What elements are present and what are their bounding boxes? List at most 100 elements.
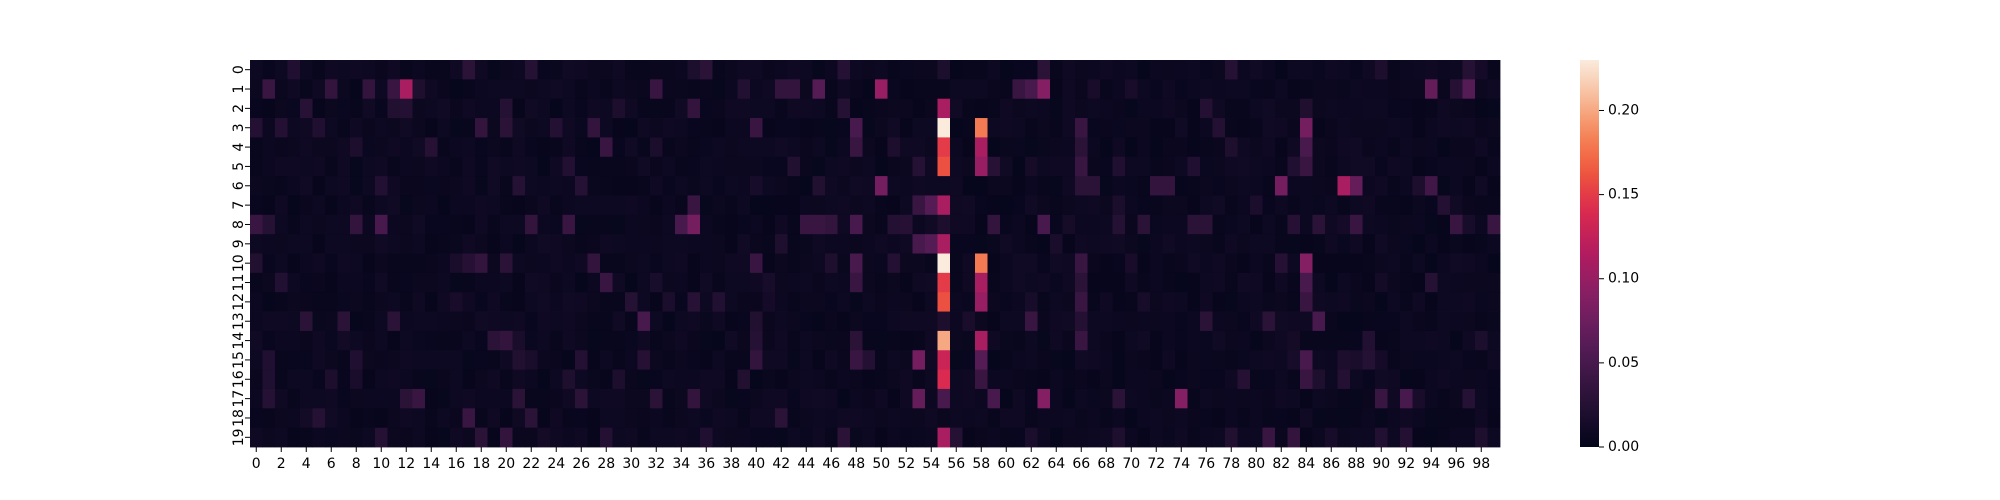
y-tick-label: 14: [231, 332, 247, 350]
heatmap-cell: [937, 369, 951, 390]
heatmap-cell: [1250, 427, 1263, 448]
heatmap-cell: [337, 369, 351, 390]
heatmap-cell: [825, 350, 838, 370]
heatmap-cell: [612, 311, 626, 332]
heatmap-cell: [825, 137, 838, 158]
heatmap-cell: [1287, 79, 1301, 100]
heatmap-cell: [1437, 60, 1451, 80]
heatmap-cell: [737, 253, 751, 274]
heatmap-cell: [1225, 118, 1238, 138]
heatmap-cell: [1300, 195, 1313, 216]
heatmap-cell: [1450, 156, 1463, 177]
heatmap-cell: [1437, 408, 1451, 429]
heatmap-cell: [1237, 427, 1251, 448]
x-tick-label: 78: [1222, 456, 1240, 472]
heatmap-cell: [287, 195, 301, 216]
heatmap-cell: [800, 79, 813, 100]
heatmap-cell: [1362, 79, 1376, 100]
heatmap-cell: [1475, 330, 1488, 351]
heatmap-cell: [1287, 118, 1301, 138]
heatmap-cell: [562, 79, 576, 100]
heatmap-cell: [1000, 214, 1013, 235]
heatmap-cell: [375, 98, 388, 119]
heatmap-cell: [1125, 369, 1138, 390]
heatmap-cell: [337, 137, 351, 158]
heatmap-cell: [400, 253, 413, 274]
heatmap-cell: [437, 408, 451, 429]
heatmap-cell: [1487, 388, 1501, 409]
heatmap-cell: [737, 272, 751, 293]
heatmap-cell: [775, 60, 788, 80]
heatmap-cell: [712, 214, 726, 235]
heatmap-cell: [975, 118, 988, 138]
heatmap-cell: [1150, 156, 1163, 177]
heatmap-cell: [1287, 369, 1301, 390]
heatmap-cell: [862, 176, 876, 196]
heatmap-cell: [637, 388, 651, 409]
heatmap-cell: [1175, 176, 1188, 196]
heatmap-cell: [1275, 427, 1288, 448]
heatmap-cell: [1300, 272, 1313, 293]
heatmap-cell: [887, 350, 901, 370]
heatmap-cell: [1287, 350, 1301, 370]
x-tick-label: 58: [972, 456, 990, 472]
heatmap-cell: [975, 330, 988, 351]
heatmap-cell: [800, 408, 813, 429]
heatmap-cell: [1387, 292, 1401, 312]
heatmap-cell: [712, 311, 726, 332]
heatmap-cell: [250, 118, 263, 138]
heatmap-cell: [1450, 234, 1463, 254]
heatmap-cell: [250, 137, 263, 158]
heatmap-cell: [887, 311, 901, 332]
heatmap-cell: [825, 176, 838, 196]
heatmap-cell: [1225, 234, 1238, 254]
heatmap-cell: [1450, 311, 1463, 332]
heatmap-cell: [1350, 272, 1363, 293]
heatmap-cell: [1312, 427, 1326, 448]
heatmap-cell: [775, 234, 788, 254]
heatmap-cell: [287, 118, 301, 138]
heatmap-cell: [987, 350, 1001, 370]
heatmap-cell: [1400, 253, 1413, 274]
heatmap-cell: [787, 253, 801, 274]
heatmap-cell: [487, 253, 501, 274]
heatmap-cell: [1137, 137, 1151, 158]
heatmap-cell: [1012, 176, 1026, 196]
heatmap-cell: [687, 234, 701, 254]
x-tick-label: 84: [1297, 456, 1315, 472]
heatmap-cell: [425, 118, 438, 138]
heatmap-cell: [700, 234, 713, 254]
heatmap-cell: [1312, 137, 1326, 158]
heatmap-cell: [925, 234, 938, 254]
heatmap-cell: [1362, 330, 1376, 351]
heatmap-cell: [825, 369, 838, 390]
heatmap-cell: [1412, 311, 1426, 332]
heatmap-cell: [725, 137, 738, 158]
heatmap-cell: [262, 292, 276, 312]
heatmap-cell: [1212, 388, 1226, 409]
heatmap-cell: [462, 408, 476, 429]
heatmap-cell: [875, 272, 888, 293]
heatmap-cell: [1037, 311, 1051, 332]
heatmap-cell: [375, 427, 388, 448]
heatmap-cell: [1425, 369, 1438, 390]
heatmap-cell: [762, 234, 776, 254]
heatmap-cell: [1287, 253, 1301, 274]
heatmap-cell: [1412, 292, 1426, 312]
heatmap-cell: [1025, 176, 1038, 196]
heatmap-cell: [1362, 214, 1376, 235]
heatmap-cell: [475, 118, 488, 138]
heatmap-cell: [575, 214, 588, 235]
heatmap-cell: [1125, 98, 1138, 119]
heatmap-cell: [1337, 98, 1351, 119]
heatmap-cell: [1475, 195, 1488, 216]
heatmap-cell: [387, 156, 401, 177]
heatmap-cell: [487, 350, 501, 370]
heatmap-cell: [550, 330, 563, 351]
heatmap-cell: [812, 311, 826, 332]
heatmap-cell: [1450, 118, 1463, 138]
heatmap-cell: [1350, 156, 1363, 177]
heatmap-cell: [487, 388, 501, 409]
heatmap-cell: [1287, 156, 1301, 177]
heatmap-cell: [325, 330, 338, 351]
